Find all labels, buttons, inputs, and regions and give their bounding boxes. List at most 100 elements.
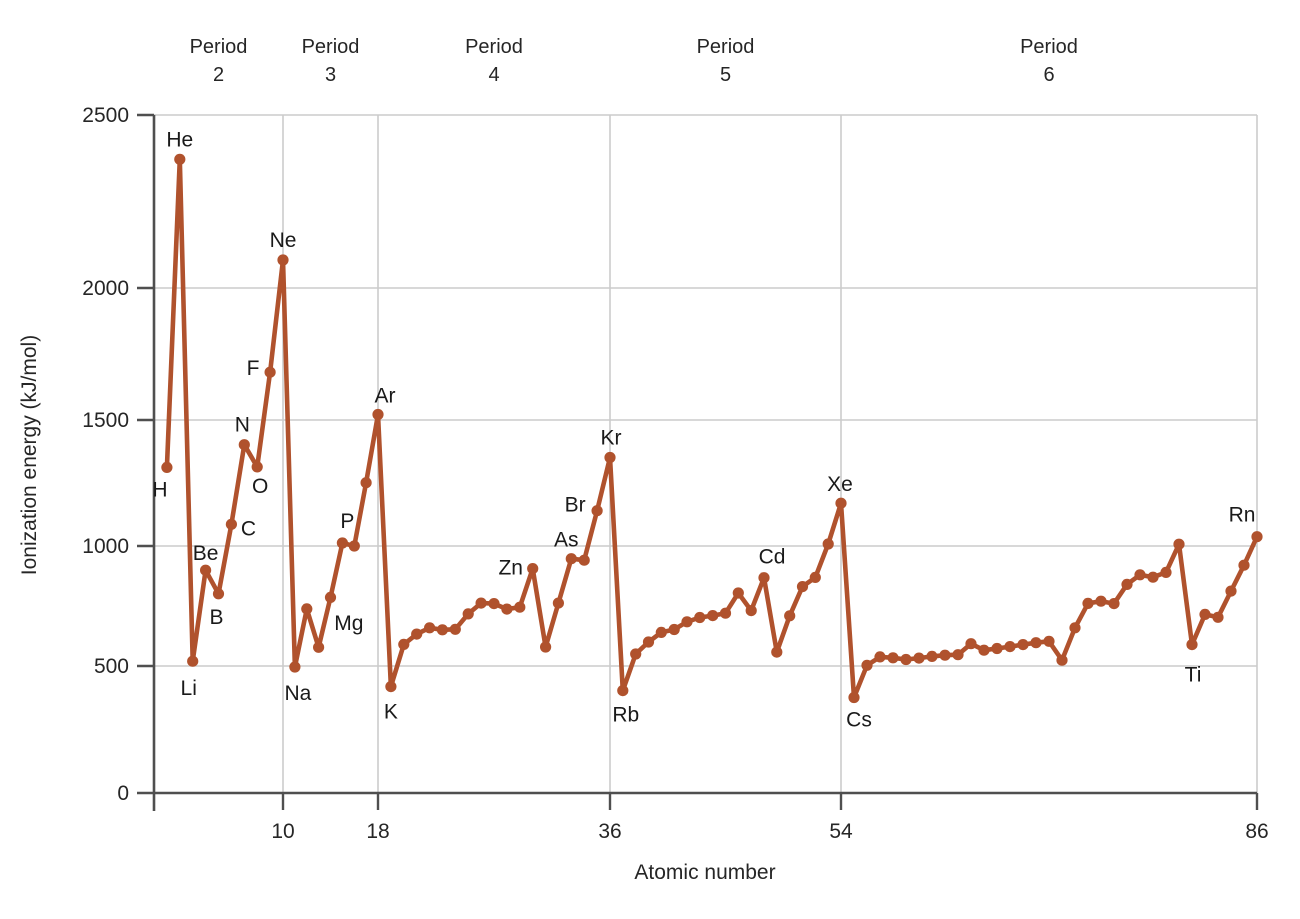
element-label-Mg: Mg bbox=[334, 612, 363, 635]
x-tick-label-10: 10 bbox=[271, 820, 294, 843]
period-label-number-2: 2 bbox=[213, 64, 224, 86]
y-axis-title: Ionization energy (kJ/mol) bbox=[18, 335, 41, 575]
data-point-Li bbox=[187, 655, 199, 667]
data-point-Au bbox=[1160, 566, 1172, 579]
data-point-Mn bbox=[462, 608, 474, 620]
period-label-number-5: 5 bbox=[720, 64, 731, 86]
data-point-Nd bbox=[913, 652, 925, 664]
data-point-Ho bbox=[1004, 641, 1016, 653]
data-point-Dy bbox=[991, 642, 1003, 655]
element-label-Ar: Ar bbox=[375, 385, 396, 408]
x-tick-label-54: 54 bbox=[829, 820, 853, 843]
data-point-Te bbox=[809, 571, 821, 584]
period-label-2: Period 2 bbox=[190, 36, 248, 86]
period-label-4: Period 4 bbox=[465, 36, 523, 86]
element-label-Na: Na bbox=[284, 682, 311, 705]
data-point-P bbox=[336, 537, 348, 549]
data-point-Bi bbox=[1212, 611, 1224, 623]
element-label-Rn: Rn bbox=[1229, 504, 1256, 527]
data-point-Sr bbox=[630, 648, 642, 660]
data-point-Tc bbox=[694, 611, 706, 624]
data-point-I bbox=[822, 538, 834, 550]
element-label-Cd: Cd bbox=[759, 546, 786, 569]
data-point-Hg bbox=[1173, 538, 1185, 550]
period-labels-layer: Period 2 Period 3 Period 4 Period 5 Period 6 bbox=[190, 36, 1078, 86]
period-label-word-3: Period bbox=[302, 36, 360, 58]
element-label-Kr: Kr bbox=[601, 427, 622, 450]
data-point-Tl bbox=[1186, 639, 1198, 651]
y-tick-label-1000: 1000 bbox=[82, 535, 129, 558]
data-point-Ce bbox=[887, 652, 899, 664]
data-point-Yb bbox=[1043, 635, 1055, 647]
element-label-Ne: Ne bbox=[270, 229, 297, 252]
data-point-Ni bbox=[501, 603, 513, 615]
data-point-W bbox=[1095, 595, 1107, 607]
data-point-As bbox=[565, 553, 577, 565]
data-point-Cs bbox=[848, 691, 860, 704]
data-point-Pb bbox=[1199, 608, 1211, 621]
data-point-Sm bbox=[939, 649, 951, 661]
data-point-K bbox=[385, 681, 397, 693]
y-tick-label-0: 0 bbox=[117, 782, 129, 805]
data-point-Sb bbox=[796, 581, 809, 593]
x-tick-label-18: 18 bbox=[366, 820, 389, 843]
data-point-Re bbox=[1108, 598, 1120, 610]
period-label-3: Period 3 bbox=[302, 36, 360, 86]
element-label-Be: Be bbox=[193, 542, 219, 565]
data-point-Pm bbox=[926, 650, 938, 663]
data-point-Ru bbox=[707, 610, 719, 622]
data-point-Fe bbox=[475, 597, 487, 609]
data-point-Y bbox=[642, 636, 655, 648]
y-tick-label-2000: 2000 bbox=[82, 277, 129, 300]
axes-layer bbox=[137, 113, 1259, 811]
period-label-word-2: Period bbox=[190, 36, 248, 58]
data-point-At bbox=[1238, 559, 1250, 571]
data-point-F bbox=[264, 366, 276, 378]
period-label-5: Period 5 bbox=[697, 36, 755, 86]
element-label-O: O bbox=[252, 475, 268, 498]
element-label-He: He bbox=[166, 128, 193, 151]
data-point-Ba bbox=[861, 659, 873, 671]
x-tick-label-86: 86 bbox=[1245, 820, 1268, 843]
y-tick-label-1500: 1500 bbox=[82, 409, 129, 432]
data-point-B bbox=[212, 588, 225, 600]
period-label-6: Period 6 bbox=[1020, 36, 1078, 86]
data-point-H bbox=[161, 461, 173, 473]
data-point-Ge bbox=[552, 597, 565, 609]
data-point-N bbox=[238, 439, 250, 451]
data-point-He bbox=[174, 153, 186, 165]
data-point-In bbox=[771, 646, 783, 658]
data-point-Zn bbox=[527, 563, 539, 575]
data-point-Ta bbox=[1082, 597, 1094, 610]
element-label-B: B bbox=[209, 606, 223, 629]
data-point-Sn bbox=[784, 610, 796, 622]
data-point-Xe bbox=[835, 497, 847, 509]
element-label-As: As bbox=[554, 529, 579, 552]
data-point-O bbox=[251, 461, 263, 473]
y-tick-label-2500: 2500 bbox=[82, 104, 129, 127]
element-label-C: C bbox=[241, 517, 256, 540]
data-point-Nb bbox=[668, 623, 680, 636]
data-point-Lu bbox=[1056, 654, 1068, 666]
data-point-Kr bbox=[604, 451, 616, 464]
element-labels-layer: H He Li Be B C N O F Ne Na Mg P Ar K Zn As Br Kr Rb Cd Xe Cs Ti… bbox=[152, 128, 1255, 731]
data-point-Tm bbox=[1030, 637, 1042, 649]
data-point-Pd bbox=[732, 587, 744, 599]
data-point-Ag bbox=[745, 605, 757, 617]
element-label-P: P bbox=[340, 510, 354, 533]
data-point-Al bbox=[313, 641, 325, 653]
data-point-C bbox=[225, 518, 237, 530]
data-point-Eu bbox=[952, 649, 964, 661]
period-label-number-4: 4 bbox=[488, 64, 499, 86]
data-point-Os bbox=[1121, 578, 1133, 591]
data-point-Tb bbox=[978, 644, 990, 656]
data-point-Si bbox=[324, 591, 337, 604]
period-label-word-5: Period bbox=[697, 36, 755, 58]
data-point-Co bbox=[488, 598, 500, 610]
data-point-Br bbox=[591, 505, 603, 517]
element-label-Zn: Zn bbox=[498, 557, 523, 580]
period-label-number-6: 6 bbox=[1043, 64, 1054, 86]
data-point-Rh bbox=[719, 607, 732, 619]
